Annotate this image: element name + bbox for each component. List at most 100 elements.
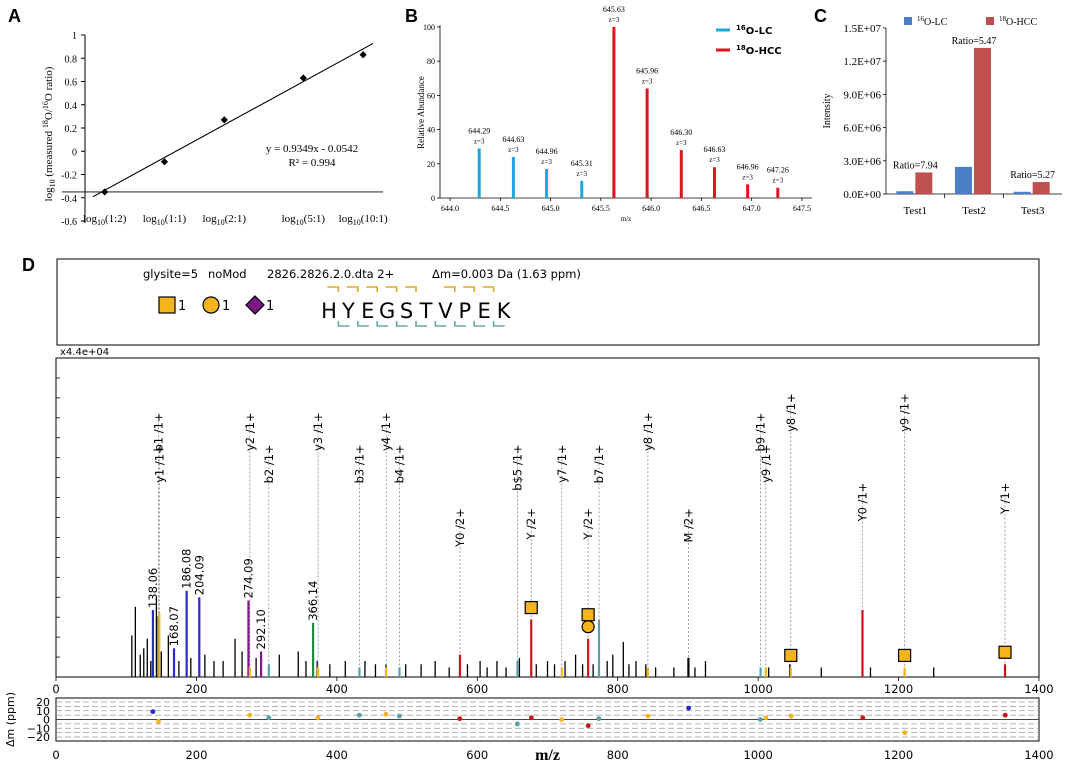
error-point xyxy=(645,713,651,719)
legend-text: O-LC xyxy=(746,26,773,37)
error-point xyxy=(383,711,389,717)
error-x-tick-label: 1200 xyxy=(884,748,913,762)
y-tick-label: 0.6 xyxy=(65,78,78,89)
bar xyxy=(974,47,991,194)
legend-label: 18O-HCC xyxy=(736,44,782,57)
ion-label: Y0 /2+ xyxy=(453,508,467,548)
bar xyxy=(1013,191,1031,194)
glycan-square-icon xyxy=(784,648,798,663)
error-point xyxy=(1002,712,1008,718)
peak-mass-label: 168.07 xyxy=(167,606,181,646)
fit-equation: y = 0.9349x - 0.0542 xyxy=(266,143,358,155)
ion-label: b7 /1+ xyxy=(592,444,606,483)
subscript: 10 xyxy=(217,218,225,227)
subscript: 10 xyxy=(296,218,304,227)
x-tick-label: 600 xyxy=(466,682,488,696)
peak-mz-label: 645.31 xyxy=(571,159,593,168)
peak-mass-label: 186.08 xyxy=(180,549,194,589)
superscript: 16 xyxy=(917,15,925,23)
error-point xyxy=(559,717,564,722)
y-tick-label: 0.0E+00 xyxy=(843,189,881,201)
glycan-square-icon xyxy=(898,648,912,663)
mod-label: noMod xyxy=(208,267,247,281)
scan-label: 2826.2826.2.0.dta 2+ xyxy=(267,267,394,281)
error-point xyxy=(860,715,866,721)
glycan-circle-icon xyxy=(581,620,595,634)
ion-label: Y /2+ xyxy=(524,508,538,541)
sequence-residue: S xyxy=(400,299,413,323)
x-category-label: log10(2:1) xyxy=(203,213,247,227)
sequence-residue: P xyxy=(458,299,471,323)
glycan-square-icon xyxy=(524,600,538,615)
y-ion-bracket xyxy=(337,321,350,327)
ppm-tick-label: 0 xyxy=(43,714,50,727)
x-tick-label: 646.0 xyxy=(642,204,660,213)
x-category-label: Test2 xyxy=(962,205,986,217)
annotation-header-box xyxy=(56,258,1040,346)
x-tick-label: 0 xyxy=(52,682,59,696)
error-x-tick-label: 600 xyxy=(466,748,488,762)
label-base: log xyxy=(203,213,218,225)
legend-text: O-HCC xyxy=(1006,17,1037,28)
x-category-label: log10(10:1) xyxy=(339,213,388,227)
label-base: log xyxy=(282,213,297,225)
x-tick-label: 400 xyxy=(326,682,348,696)
ratio-label: Ratio=7.94 xyxy=(893,160,938,171)
panel-a-letter: A xyxy=(8,6,21,26)
subscript: 10 xyxy=(48,179,57,187)
superscript: 18 xyxy=(999,15,1007,23)
glycan-count: 1 xyxy=(222,299,230,314)
x-tick-label: 644.0 xyxy=(441,204,459,213)
x-tick-label: 644.5 xyxy=(491,204,509,213)
peak-mass-label: 204.09 xyxy=(192,555,206,595)
peak-mz-label: 646.96 xyxy=(737,162,759,171)
x-category-label: Test1 xyxy=(903,205,927,217)
ion-label: Y /1+ xyxy=(998,483,1012,516)
bar xyxy=(915,172,933,194)
b-ion-bracket xyxy=(405,286,417,292)
error-point xyxy=(902,730,908,736)
y-tick-label: 0.2 xyxy=(65,124,78,135)
peak-mz-label: 645.63 xyxy=(603,5,625,14)
sequence-residue: V xyxy=(438,299,453,323)
error-point xyxy=(528,715,534,721)
panel-c-intensity-bar-chart: 0.0E+00 3.0E+06 6.0E+06 9.0E+06 1.2E+07 1.5E+… xyxy=(822,15,1062,217)
data-point xyxy=(101,188,109,196)
error-point xyxy=(457,716,463,722)
peak-mass-label: 366.14 xyxy=(306,581,320,621)
ion-label: b2 /1+ xyxy=(262,444,276,483)
error-x-tick-label: 1400 xyxy=(1024,748,1053,762)
error-x-tick-label: 400 xyxy=(326,748,348,762)
peak-mz-label: 646.30 xyxy=(670,128,692,137)
y-ion-bracket xyxy=(492,321,505,327)
ion-label: b3 /1+ xyxy=(352,444,366,483)
label-part: O ratio) xyxy=(43,66,55,101)
error-point xyxy=(247,712,253,718)
y-tick-label: 0.4 xyxy=(65,101,78,112)
label-base: log xyxy=(339,213,354,225)
y-axis-label: Relative Abundance xyxy=(416,76,426,149)
legend-swatch xyxy=(904,17,912,25)
y-ion-bracket xyxy=(395,321,408,327)
panel-c-letter: C xyxy=(814,6,827,26)
sequence-residue: E xyxy=(478,299,491,323)
ppm-tick-label: 10 xyxy=(36,705,50,718)
x-category-label: log10(1:1) xyxy=(143,213,187,227)
y-ion-bracket xyxy=(434,321,447,327)
y-ion-bracket xyxy=(376,321,389,327)
peak-charge-label: z=3 xyxy=(642,78,653,86)
legend-swatch xyxy=(986,17,994,25)
intensity-scale-label: x4.4e+04 xyxy=(60,347,109,358)
label-arg: (2:1) xyxy=(225,213,247,225)
legend-label: 18O-HCC xyxy=(999,15,1037,28)
x-tick-label: 647.5 xyxy=(793,204,811,213)
ppm-tick-label: 20 xyxy=(36,696,50,709)
b-ion-bracket xyxy=(327,286,340,292)
y-tick-label: 0 xyxy=(431,194,435,203)
sequence-residue: K xyxy=(497,299,512,323)
peak-charge-label: z=3 xyxy=(676,139,687,147)
data-point xyxy=(220,116,228,124)
error-point xyxy=(757,717,763,722)
subscript: 10 xyxy=(97,218,105,227)
